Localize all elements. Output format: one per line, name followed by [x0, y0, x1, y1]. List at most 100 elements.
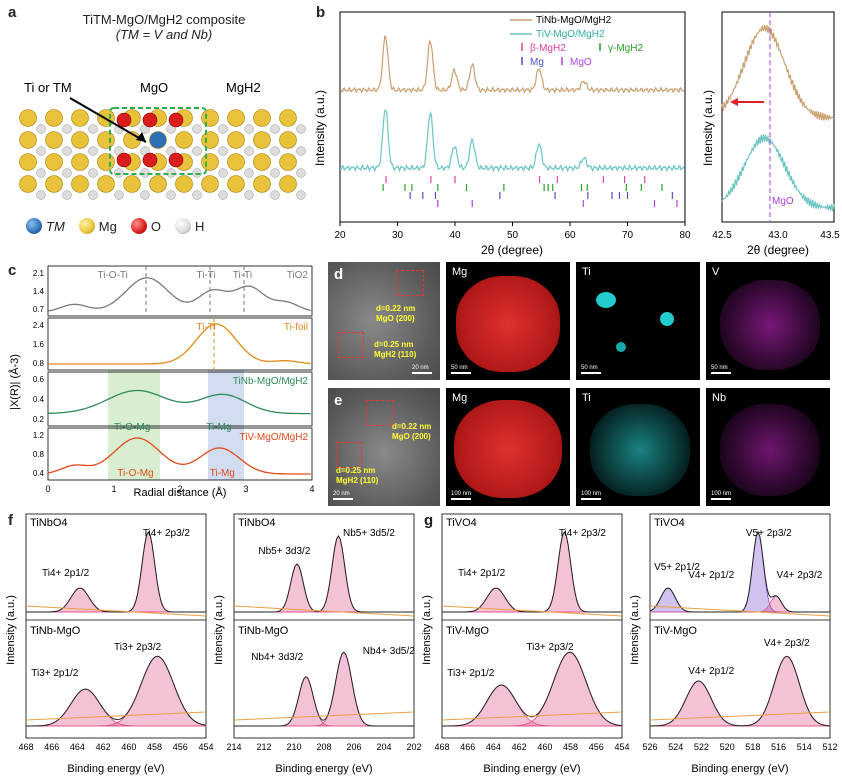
xps-xtick: 522 [694, 742, 709, 752]
exafs-annotation: Ti-O-Mg [114, 422, 150, 433]
exafs-ytick: 0.2 [33, 415, 45, 424]
xps-charts: TiNbO4 TiNb-MgO Ti4+ 2p1/2 Ti4+ 2p3/2 Ti3+ 2… [5, 513, 838, 775]
exafs-annotation: Ti-O-Mg [117, 468, 153, 479]
xps-xtick: 454 [614, 742, 629, 752]
xps-xtick: 464 [486, 742, 501, 752]
xps-title-top: TiNbO4 [30, 517, 68, 529]
exafs-xtick: 2 [177, 484, 182, 494]
h-atom [296, 168, 306, 178]
xps-fit-peak [442, 587, 622, 613]
tem-e-fringe2-plane: MgH2 (110) [336, 476, 379, 485]
legend-tm-label: TM [46, 218, 65, 234]
mgo-cell-frame [109, 107, 207, 175]
h-atom [36, 168, 46, 178]
mg-atom [253, 153, 271, 171]
xps-peak-label: Ti3+ 2p1/2 [447, 668, 495, 679]
exafs-annotation: Ti-O-Ti [98, 270, 128, 281]
mg-atom [19, 109, 37, 127]
mg-atom [175, 131, 193, 149]
mg-atom [279, 109, 297, 127]
xrd-inset-ylabel: Intensity (a.u.) [701, 90, 715, 166]
xps-peak-label: V4+ 2p3/2 [764, 638, 810, 649]
h-atom [244, 168, 254, 178]
h-atom [62, 190, 72, 200]
xrd-xtick-label: 20 [334, 230, 346, 241]
xps-background [649, 711, 831, 721]
map-d-v-label: V [712, 266, 720, 278]
tem-d-fringe1-plane: MgO (200) [376, 314, 415, 323]
xps-peak-label: Nb5+ 3d5/2 [343, 528, 395, 539]
inset-shift-arrowhead [730, 98, 738, 106]
map-e-nb-scale: 100 nm [711, 491, 731, 500]
mg-atom [279, 131, 297, 149]
xps-xtick: 512 [822, 742, 837, 752]
map-d-mg-scale: 50 nm [451, 365, 471, 374]
exafs-trace [47, 277, 311, 312]
ti-or-tm-label: Ti or TM [24, 80, 72, 95]
legend-o: O [130, 218, 161, 234]
exafs-ytick: 0.7 [33, 305, 45, 314]
tem-e-fringe1-plane: MgO (200) [392, 432, 431, 441]
eds-map-e-ti: Ti 100 nm [576, 388, 700, 506]
legend-tiv: TiV-MgO/MgH2 [536, 29, 605, 40]
h-atom [36, 146, 46, 156]
tem-e-inset1 [366, 400, 394, 426]
mg-atom [201, 175, 219, 193]
exafs-frame [47, 427, 313, 481]
exafs-annotation: Ti-Ti [197, 270, 216, 281]
legend-mg: Mg [78, 218, 117, 234]
mg-atom [19, 131, 37, 149]
h-atom [218, 168, 228, 178]
xps-xlabel: Binding energy (eV) [275, 763, 372, 775]
xrd-legend: TiNb-MgO/MgH2 TiV-MgO/MgH2 β-MgH2 γ-MgH2… [510, 15, 643, 68]
h-atom [270, 146, 280, 156]
ti-o-mg-band [108, 370, 160, 480]
map-e-ti-label: Ti [582, 392, 591, 404]
h-atom [62, 146, 72, 156]
xrd-xtick-label: 40 [449, 230, 461, 241]
map-d-v-scale: 50 nm [711, 365, 731, 374]
tem-d-fringe2-value: d=0.25 nm [374, 340, 414, 349]
mg-atom [19, 175, 37, 193]
tem-d-fringe2: d=0.25 nm MgH2 (110) [374, 340, 416, 360]
h-atom [88, 146, 98, 156]
mg-atom [123, 175, 141, 193]
xps-xtick: 204 [376, 742, 391, 752]
xps-xtick: 466 [460, 742, 475, 752]
exafs-frame [47, 371, 313, 427]
map-e-nb-label: Nb [712, 392, 727, 404]
ti-cluster-2 [660, 312, 674, 326]
exafs-ytick: 2.1 [33, 269, 45, 278]
legend-mg-label: Mg [98, 218, 117, 234]
h-atom [218, 146, 228, 156]
arrow-line [69, 97, 147, 143]
h-atom-icon [174, 218, 191, 234]
h-atom [88, 168, 98, 178]
xps-xtick: 518 [745, 742, 760, 752]
exafs-annotation: Ti-Mg [210, 468, 235, 479]
xps-xtick: 206 [346, 742, 361, 752]
mgo-label: MgO [140, 80, 168, 95]
atom-lattice [19, 109, 306, 200]
xps-xtick: 214 [226, 742, 241, 752]
xps-background [441, 711, 623, 721]
mg-atom [201, 131, 219, 149]
xps-xtick: 202 [406, 742, 421, 752]
exafs-ytick: 0.4 [33, 469, 45, 478]
xps-title-bottom: TiNb-MgO [238, 625, 289, 637]
mg-atom [253, 109, 271, 127]
xps-xtick: 458 [563, 742, 578, 752]
panel-label-a: a [8, 4, 17, 21]
xps-peak-label: Ti4+ 2p1/2 [42, 568, 90, 579]
h-atom [88, 124, 98, 134]
h-atom [62, 124, 72, 134]
mg-atom [19, 153, 37, 171]
h-atom [296, 146, 306, 156]
mg-atom [253, 175, 271, 193]
legend-h-label: H [194, 218, 205, 234]
inset-mgo-label: MgO [772, 196, 794, 207]
exafs-frame [47, 317, 313, 371]
xps-background [233, 711, 415, 721]
mg-atom [227, 175, 245, 193]
h-atom [270, 190, 280, 200]
